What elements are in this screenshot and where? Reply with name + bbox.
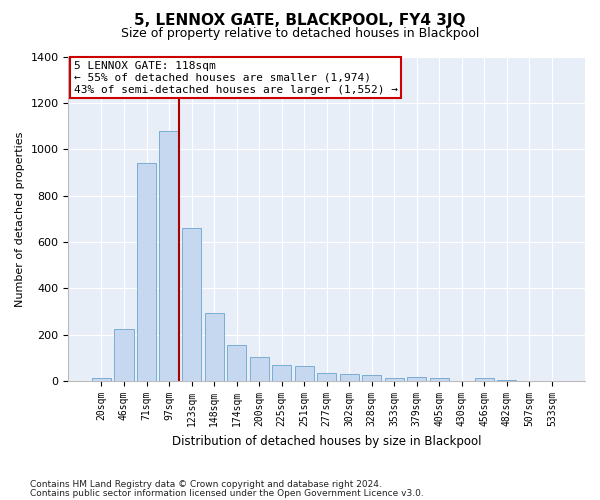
Bar — [430, 378, 449, 381]
Text: Contains public sector information licensed under the Open Government Licence v3: Contains public sector information licen… — [30, 489, 424, 498]
Bar — [497, 380, 517, 381]
Bar — [227, 345, 246, 381]
Text: Contains HM Land Registry data © Crown copyright and database right 2024.: Contains HM Land Registry data © Crown c… — [30, 480, 382, 489]
Bar — [407, 376, 427, 381]
Bar — [250, 357, 269, 381]
Bar — [362, 376, 382, 381]
Bar — [295, 366, 314, 381]
Bar — [272, 365, 291, 381]
Bar — [115, 329, 134, 381]
Bar — [205, 313, 224, 381]
Bar — [475, 378, 494, 381]
Text: 5, LENNOX GATE, BLACKPOOL, FY4 3JQ: 5, LENNOX GATE, BLACKPOOL, FY4 3JQ — [134, 12, 466, 28]
Bar — [385, 378, 404, 381]
Bar — [182, 228, 201, 381]
Text: 5 LENNOX GATE: 118sqm
← 55% of detached houses are smaller (1,974)
43% of semi-d: 5 LENNOX GATE: 118sqm ← 55% of detached … — [74, 62, 398, 94]
Bar — [340, 374, 359, 381]
Bar — [92, 378, 111, 381]
Bar — [160, 130, 179, 381]
X-axis label: Distribution of detached houses by size in Blackpool: Distribution of detached houses by size … — [172, 434, 481, 448]
Bar — [317, 373, 336, 381]
Y-axis label: Number of detached properties: Number of detached properties — [15, 131, 25, 306]
Text: Size of property relative to detached houses in Blackpool: Size of property relative to detached ho… — [121, 28, 479, 40]
Bar — [137, 163, 156, 381]
